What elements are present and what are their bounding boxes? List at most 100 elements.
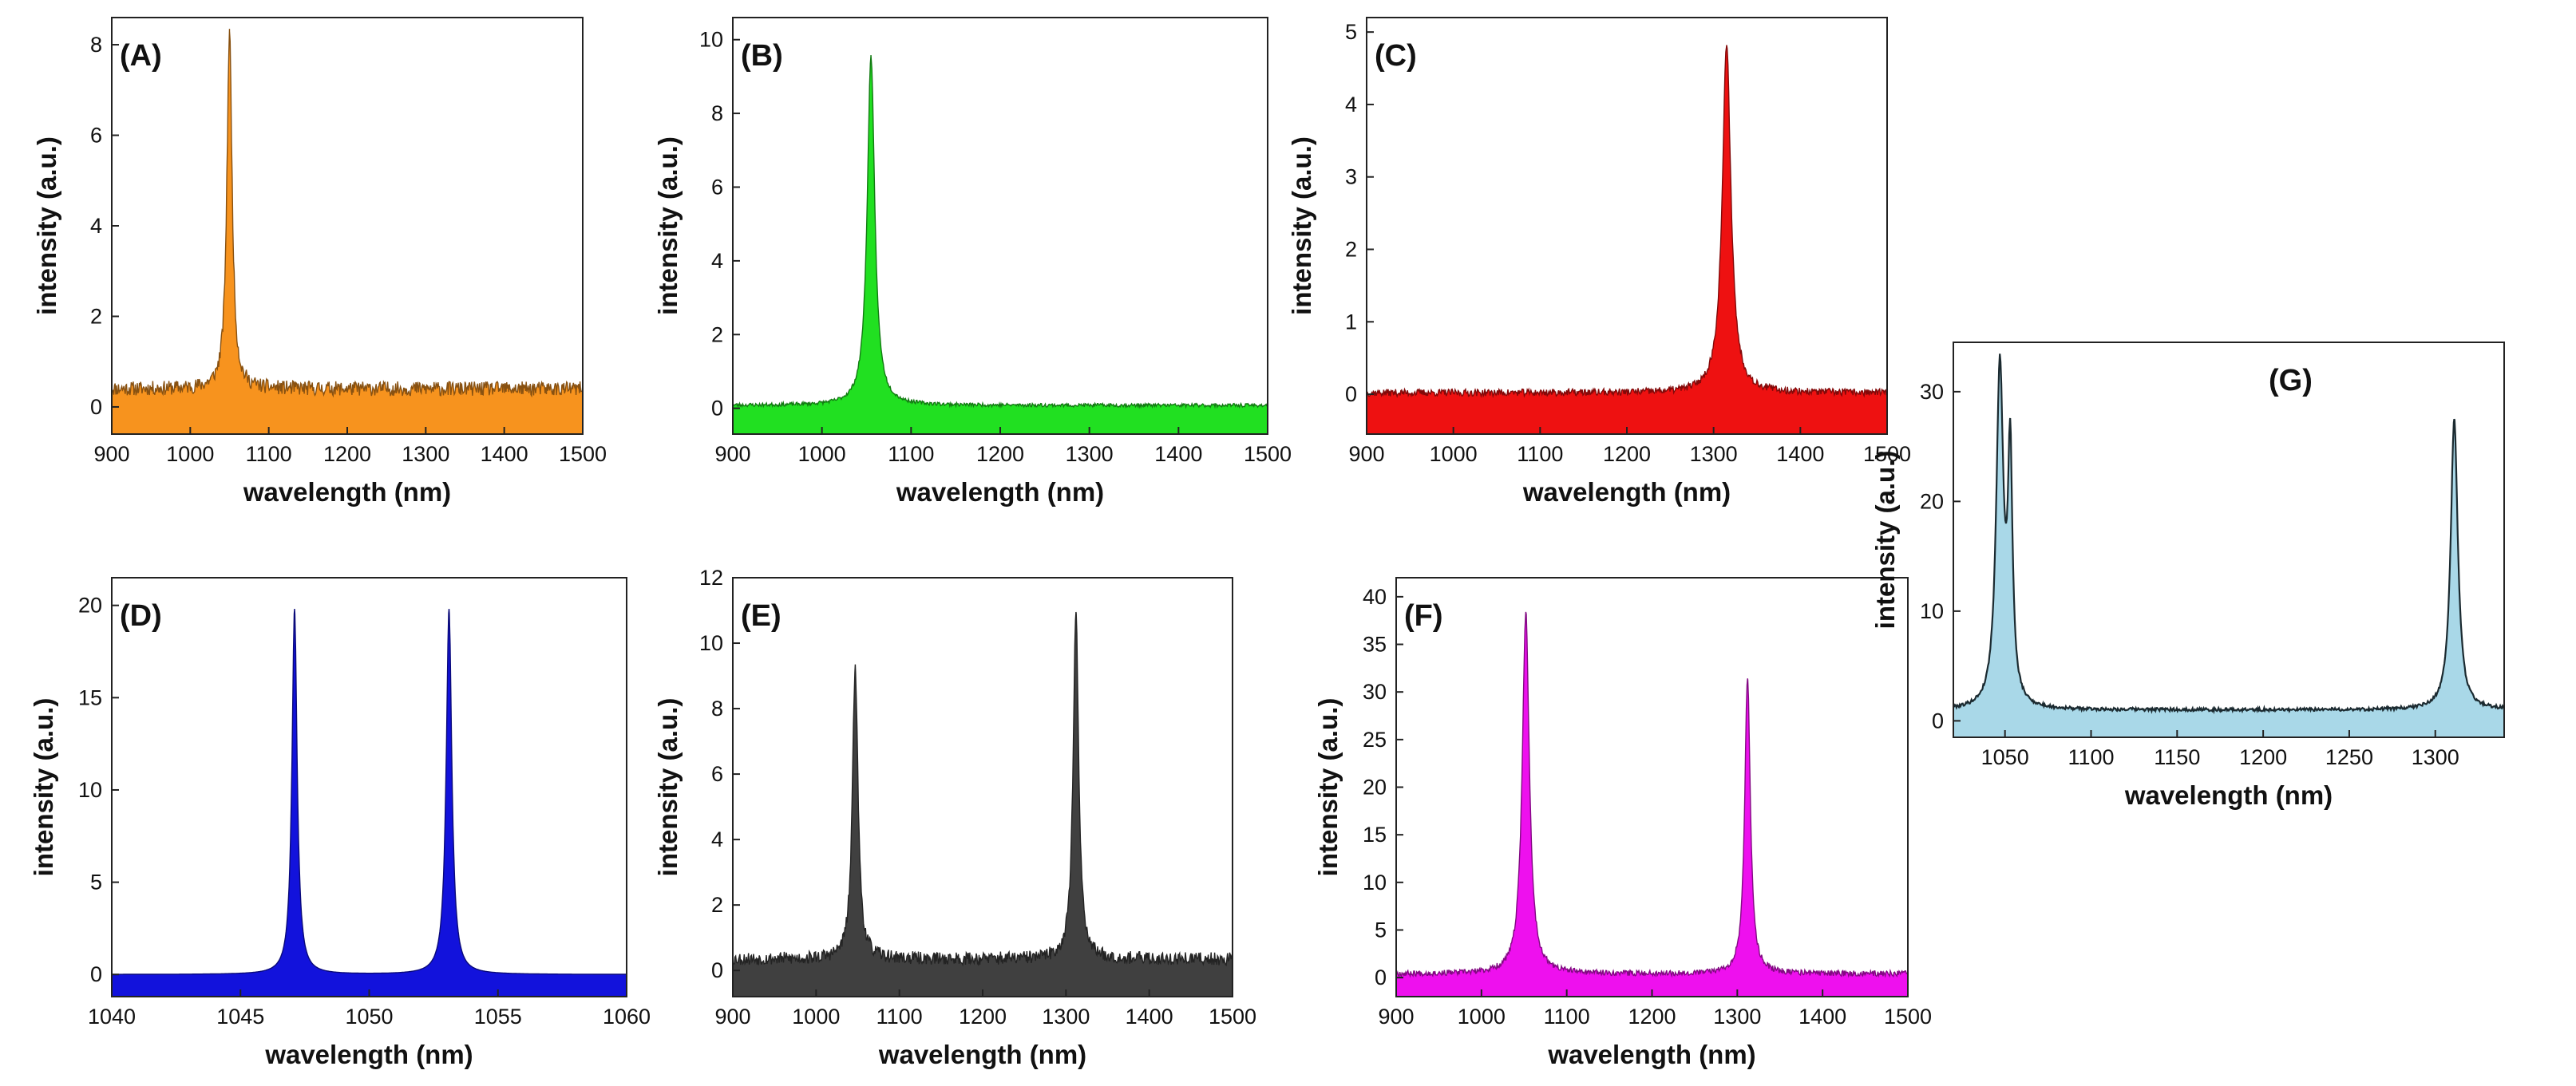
panel-b-y-tick-label: 4: [711, 249, 723, 273]
panel-e-spectrum-fill: [733, 612, 1233, 997]
panel-d-y-tick-label: 15: [78, 685, 102, 709]
panel-a: 900 1000 1100 1200 1300 1400 1500 0 2 4 6 8 (A) wav…: [32, 17, 607, 507]
panel-c-y-tick-label: 2: [1345, 238, 1357, 262]
panel-d-x-tick-label: 1045: [216, 1005, 264, 1029]
panel-b-y-tick-label: 6: [711, 175, 723, 199]
panel-f: 900 1000 1100 1200 1300 1400 1500 0 5 10 15 20 25 30 3…: [1313, 577, 1932, 1069]
panel-c-x-tick-label: 1300: [1690, 442, 1738, 466]
panel-e-x-tick-label: 1100: [876, 1005, 923, 1029]
panel-g-x-tick-label: 1150: [2154, 745, 2200, 769]
panel-f-y-axis-title: intensity (a.u.): [1313, 698, 1343, 877]
panel-a-y-tick-label: 4: [90, 214, 102, 238]
panel-d: 1040 1045 1050 1055 1060 0 5 10 15 20 (D) wavelen…: [29, 577, 651, 1069]
panel-a-y-tick-label: 0: [90, 395, 102, 419]
panel-f-y-tick-label: 10: [1363, 871, 1387, 894]
panel-b-plot-area: 900 1000 1100 1200 1300 1400 1500 0 2 4 6 8 10: [699, 17, 1292, 466]
panel-c-spectrum-line: [1367, 45, 1887, 399]
panel-f-y-tick-label: 40: [1363, 585, 1387, 609]
panel-c-x-tick-label: 1500: [1863, 442, 1911, 466]
panel-d-y-axis-title: intensity (a.u.): [29, 698, 58, 877]
panel-e-spectrum-line: [733, 611, 1233, 967]
panel-g-y-tick-label: 30: [1920, 380, 1944, 404]
panel-b-y-axis-title: intensity (a.u.): [653, 136, 683, 315]
panel-e-y-tick-label: 6: [711, 762, 723, 786]
panel-f-x-tick-label: 1200: [1628, 1005, 1676, 1029]
panel-c-plot-area: 900 1000 1100 1200 1300 1400 1500 0 1 2 3 4 5: [1345, 17, 1911, 466]
panel-f-x-axis-title: wavelength (nm): [1547, 1040, 1755, 1069]
panel-f-x-tick-label: 900: [1378, 1005, 1414, 1029]
panel-b-x-tick-label: 1000: [798, 442, 846, 466]
panel-a-x-tick-label: 1500: [559, 442, 607, 466]
panel-b-x-tick-label: 1100: [888, 442, 934, 466]
panel-g-x-tick-label: 1250: [2325, 745, 2373, 769]
panel-g-x-tick-label: 1100: [2068, 745, 2114, 769]
panel-f-x-tick-label: 1400: [1798, 1005, 1846, 1029]
panel-b-x-tick-label: 1300: [1066, 442, 1114, 466]
panel-a-spectrum-fill: [112, 29, 583, 434]
panel-b-x-tick-label: 1500: [1244, 442, 1292, 466]
panel-b-y-tick-label: 0: [711, 397, 723, 421]
panel-g-spectrum-line: [1953, 353, 2504, 715]
panel-g-x-tick-label: 1300: [2412, 745, 2459, 769]
panel-a-x-tick-label: 1300: [402, 442, 449, 466]
panel-e-plot-area: 900 1000 1100 1200 1300 1400 1500 0 2 4 6 8 10 12: [699, 566, 1256, 1029]
panel-e-y-tick-label: 12: [699, 566, 723, 590]
panel-g-y-tick-label: 20: [1920, 489, 1944, 513]
panel-g-y-axis-title: intensity (a.u.): [1870, 451, 1900, 630]
panel-d-label: (D): [120, 599, 162, 633]
panel-g-plot-area: 1050 1100 1150 1200 1250 1300 0 10 20 30: [1920, 342, 2505, 769]
panel-e-label: (E): [741, 599, 782, 633]
panel-c-label: (C): [1375, 39, 1417, 73]
panel-e-x-tick-label: 1500: [1209, 1005, 1256, 1029]
panel-e-x-axis-title: wavelength (nm): [878, 1040, 1086, 1069]
panel-g-frame: [1953, 342, 2505, 738]
panel-g-y-tick-label: 0: [1932, 709, 1944, 733]
panel-a-plot-area: 900 1000 1100 1200 1300 1400 1500 0 2 4 6 8: [90, 17, 607, 466]
panel-a-y-tick-label: 6: [90, 124, 102, 148]
panel-e-x-tick-label: 1300: [1042, 1005, 1090, 1029]
panel-e-x-tick-label: 900: [714, 1005, 750, 1029]
panel-f-y-tick-label: 30: [1363, 680, 1387, 704]
panel-a-spectrum-line: [112, 29, 583, 398]
panel-a-x-tick-label: 1200: [323, 442, 371, 466]
panel-e-x-tick-label: 1400: [1126, 1005, 1173, 1029]
panel-a-x-tick-label: 1100: [246, 442, 292, 466]
panel-e-y-tick-label: 2: [711, 893, 723, 917]
panel-g-x-tick-label: 1050: [1981, 745, 2029, 769]
panel-g-x-tick-label: 1200: [2239, 745, 2287, 769]
panel-g-label: (G): [2269, 364, 2313, 397]
panel-f-y-tick-label: 0: [1375, 966, 1387, 989]
panel-b-y-tick-label: 8: [711, 101, 723, 125]
panel-g-y-tick-label: 10: [1920, 599, 1944, 623]
panel-f-x-tick-label: 1100: [1544, 1005, 1590, 1029]
panel-f-x-tick-label: 1000: [1458, 1005, 1506, 1029]
panel-a-x-tick-label: 900: [93, 442, 129, 466]
panel-f-y-tick-label: 5: [1375, 918, 1387, 942]
panel-b-label: (B): [741, 39, 783, 73]
panel-c-y-tick-label: 4: [1345, 93, 1357, 116]
panel-b-spectrum-fill: [733, 55, 1268, 434]
panel-c-y-tick-label: 0: [1345, 382, 1357, 406]
panel-c-x-tick-label: 1100: [1517, 442, 1563, 466]
panel-b-spectrum-line: [733, 55, 1268, 409]
panel-d-y-tick-label: 10: [78, 778, 102, 802]
panel-a-x-tick-label: 1000: [166, 442, 214, 466]
panel-c-y-tick-label: 5: [1345, 20, 1357, 44]
panel-g-x-axis-title: wavelength (nm): [2124, 780, 2333, 810]
panel-f-y-tick-label: 25: [1363, 728, 1387, 752]
panel-f-plot-area: 900 1000 1100 1200 1300 1400 1500 0 5 10 15 20 25 30 3…: [1363, 577, 1932, 1029]
panel-e-y-tick-label: 4: [711, 827, 723, 851]
panel-e-y-tick-label: 10: [699, 631, 723, 655]
panel-d-plot-area: 1040 1045 1050 1055 1060 0 5 10 15 20: [78, 577, 651, 1029]
panel-f-label: (F): [1404, 599, 1443, 633]
panel-c-x-axis-title: wavelength (nm): [1522, 477, 1731, 507]
panel-b-y-tick-label: 2: [711, 322, 723, 346]
panel-b-x-tick-label: 1200: [976, 442, 1024, 466]
panel-b-x-axis-title: wavelength (nm): [896, 477, 1104, 507]
panel-f-x-tick-label: 1500: [1884, 1005, 1932, 1029]
panel-f-spectrum-line: [1396, 611, 1908, 978]
panel-d-x-axis-title: wavelength (nm): [264, 1040, 473, 1069]
panel-c-x-tick-label: 1400: [1776, 442, 1824, 466]
panel-a-y-axis-title: intensity (a.u.): [32, 136, 61, 315]
